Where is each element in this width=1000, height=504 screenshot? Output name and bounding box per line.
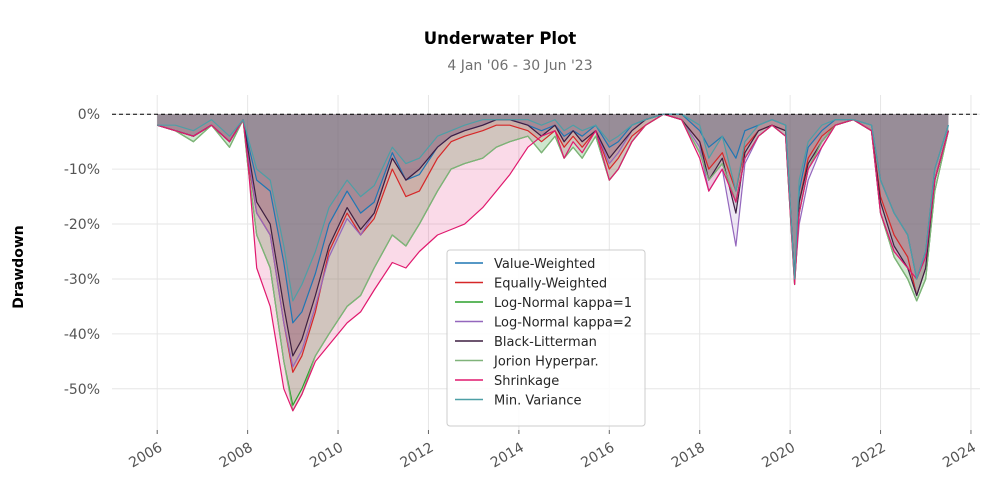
legend-label: Shrinkage [494,374,559,389]
area-min-variance [157,114,949,301]
y-tick-label: -30% [64,272,100,288]
x-tick-label: 2010 [307,440,346,472]
line-min-variance [157,113,949,302]
legend-label: Log-Normal kappa=2 [494,316,632,331]
series-layer [112,113,980,412]
chart-subtitle: 4 Jan '06 - 30 Jun '23 [447,58,592,74]
area-equally-weighted [157,114,949,373]
chart-title: Underwater Plot [424,29,577,48]
legend: Value-Weighted Equally-Weighted Log-Normal… [446,249,646,427]
x-tick-label: 2012 [398,440,437,472]
x-tick-label: 2020 [759,440,798,472]
area-log-normal-kappa-2 [157,114,949,367]
area-log-normal-kappa-1 [157,114,949,406]
y-tick-label: -40% [64,327,100,343]
y-tick-label: 0% [78,107,100,123]
y-tick-label: -20% [64,217,100,233]
x-tick-label: 2016 [578,440,617,472]
area-shrinkage [157,114,949,411]
x-tick-label: 2008 [217,440,256,472]
x-tick-label: 2024 [940,440,979,472]
legend-label: Value-Weighted [494,257,595,272]
area-value-weighted [157,114,949,323]
y-tick-label: -50% [64,382,100,398]
legend-label: Equally-Weighted [494,277,607,292]
legend-label: Log-Normal kappa=1 [494,296,632,311]
area-jorion-hyperpar- [157,114,949,411]
x-tick-label: 2006 [126,440,165,472]
line-equally-weighted [157,113,949,373]
x-tick-label: 2022 [850,440,889,472]
y-tick-label: -10% [64,162,100,178]
legend-label: Black-Litterman [494,335,597,350]
line-shrinkage [157,113,949,412]
legend-label: Min. Variance [494,394,582,409]
area-black-litterman [157,114,949,356]
legend-box [446,249,646,427]
y-axis-label: Drawdown [11,225,27,308]
x-tick-label: 2014 [488,440,527,472]
x-tick-label: 2018 [669,440,708,472]
legend-label: Jorion Hyperpar. [493,355,599,370]
